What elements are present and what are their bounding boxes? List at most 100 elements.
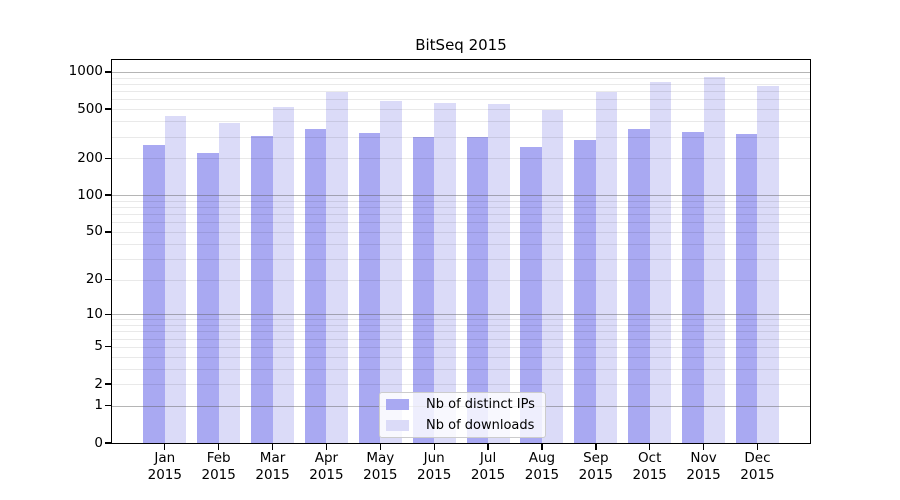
- x-tick-mark: [325, 444, 328, 450]
- year-label: 2015: [417, 467, 452, 483]
- legend-label-downloads: Nb of downloads: [426, 418, 535, 433]
- minor-gridline: [112, 136, 810, 138]
- y-tick-label: 20: [85, 271, 103, 287]
- minor-gridline: [112, 200, 810, 202]
- bar-oct-downloads: [649, 81, 672, 443]
- x-tick-mark: [595, 444, 597, 450]
- y-tick-label: 1: [94, 397, 103, 414]
- y-tick-label: 500: [77, 100, 103, 117]
- bar-mar-distinct-ips: [251, 136, 273, 443]
- x-tick-label: Apr 2015: [294, 450, 358, 484]
- minor-gridline: [112, 207, 810, 209]
- minor-gridline: [112, 356, 810, 358]
- plot-area: [112, 60, 810, 443]
- y-tick-mark: [105, 278, 111, 281]
- minor-gridline: [112, 384, 810, 385]
- y-tick-mark: [105, 194, 111, 196]
- month-label: Nov: [690, 450, 717, 466]
- major-gridline: [112, 71, 810, 73]
- month-label: Sep: [583, 450, 609, 466]
- x-tick-label: Jun 2015: [402, 450, 466, 484]
- x-tick-label: Dec 2015: [725, 450, 789, 484]
- bar-feb-downloads: [218, 122, 241, 443]
- y-tick-label: 0: [94, 434, 103, 451]
- x-tick-mark: [433, 444, 435, 450]
- x-tick-label: Feb 2015: [187, 450, 251, 484]
- bar-nov-distinct-ips: [682, 131, 704, 443]
- minor-gridline: [112, 338, 810, 340]
- minor-gridline: [112, 83, 810, 85]
- major-gridline: [112, 314, 810, 316]
- minor-gridline: [112, 325, 810, 326]
- bar-feb-distinct-ips: [197, 152, 219, 443]
- y-tick-mark: [105, 383, 111, 385]
- y-tick-mark: [105, 71, 111, 73]
- x-tick-mark: [271, 444, 274, 450]
- bar-nov-downloads: [703, 77, 726, 443]
- bar-sep-distinct-ips: [574, 139, 596, 443]
- x-tick-mark: [702, 444, 705, 450]
- x-tick-label: Sep 2015: [564, 450, 628, 484]
- year-label: 2015: [686, 467, 721, 483]
- x-tick-label: Nov 2015: [672, 450, 736, 484]
- year-label: 2015: [309, 467, 344, 483]
- y-tick-label: 5: [94, 338, 103, 355]
- bar-jun-distinct-ips: [412, 137, 435, 443]
- bar-may-downloads: [380, 100, 402, 443]
- bar-aug-downloads: [541, 109, 564, 443]
- minor-gridline: [112, 231, 810, 233]
- legend-swatch-downloads: [386, 420, 409, 431]
- year-label: 2015: [632, 467, 667, 483]
- month-label: Jan: [154, 450, 176, 466]
- minor-gridline: [112, 99, 810, 101]
- minor-gridline: [112, 121, 810, 123]
- x-tick-label: Jul 2015: [456, 450, 520, 484]
- minor-gridline: [112, 109, 810, 111]
- x-tick-mark: [217, 444, 220, 450]
- bar-jul-downloads: [488, 104, 510, 443]
- year-label: 2015: [740, 467, 775, 483]
- month-label: Mar: [259, 450, 286, 466]
- month-label: Feb: [206, 450, 231, 466]
- month-label: Apr: [314, 450, 339, 466]
- y-tick-mark: [105, 231, 111, 233]
- bar-dec-downloads: [757, 86, 779, 443]
- bar-mar-downloads: [272, 106, 295, 443]
- minor-gridline: [112, 77, 810, 79]
- x-tick-mark: [541, 444, 543, 450]
- y-tick-mark: [105, 442, 111, 444]
- minor-gridline: [112, 214, 810, 216]
- year-label: 2015: [201, 467, 236, 483]
- y-tick-mark: [105, 108, 111, 110]
- year-label: 2015: [524, 467, 560, 483]
- y-tick-label: 200: [77, 149, 103, 166]
- minor-gridline: [112, 319, 810, 321]
- minor-gridline: [112, 368, 810, 370]
- bar-jan-distinct-ips: [143, 145, 165, 443]
- month-label: Jun: [423, 450, 445, 466]
- minor-gridline: [112, 91, 810, 93]
- minor-gridline: [112, 346, 810, 348]
- y-tick-label: 2: [94, 375, 103, 392]
- minor-gridline: [112, 258, 810, 260]
- chart-title: BitSeq 2015: [415, 36, 507, 54]
- x-tick-mark: [379, 444, 381, 450]
- bar-jan-downloads: [164, 116, 187, 443]
- minor-gridline: [112, 222, 810, 224]
- bar-may-distinct-ips: [358, 132, 381, 443]
- y-tick-mark: [105, 405, 111, 407]
- x-tick-label: Oct 2015: [618, 450, 682, 484]
- bar-jun-downloads: [434, 102, 456, 443]
- major-gridline: [112, 195, 810, 197]
- year-label: 2015: [470, 467, 506, 483]
- y-tick-label: 10: [85, 305, 103, 322]
- month-label: Jul: [479, 450, 497, 466]
- bar-apr-downloads: [326, 91, 348, 443]
- bar-apr-distinct-ips: [304, 128, 327, 443]
- minor-gridline: [112, 243, 810, 245]
- x-tick-mark: [649, 444, 651, 450]
- legend-row-downloads: Nb of downloads: [380, 415, 545, 436]
- legend-swatch-distinct-ips: [386, 399, 409, 410]
- x-tick-label: Mar 2015: [241, 450, 305, 484]
